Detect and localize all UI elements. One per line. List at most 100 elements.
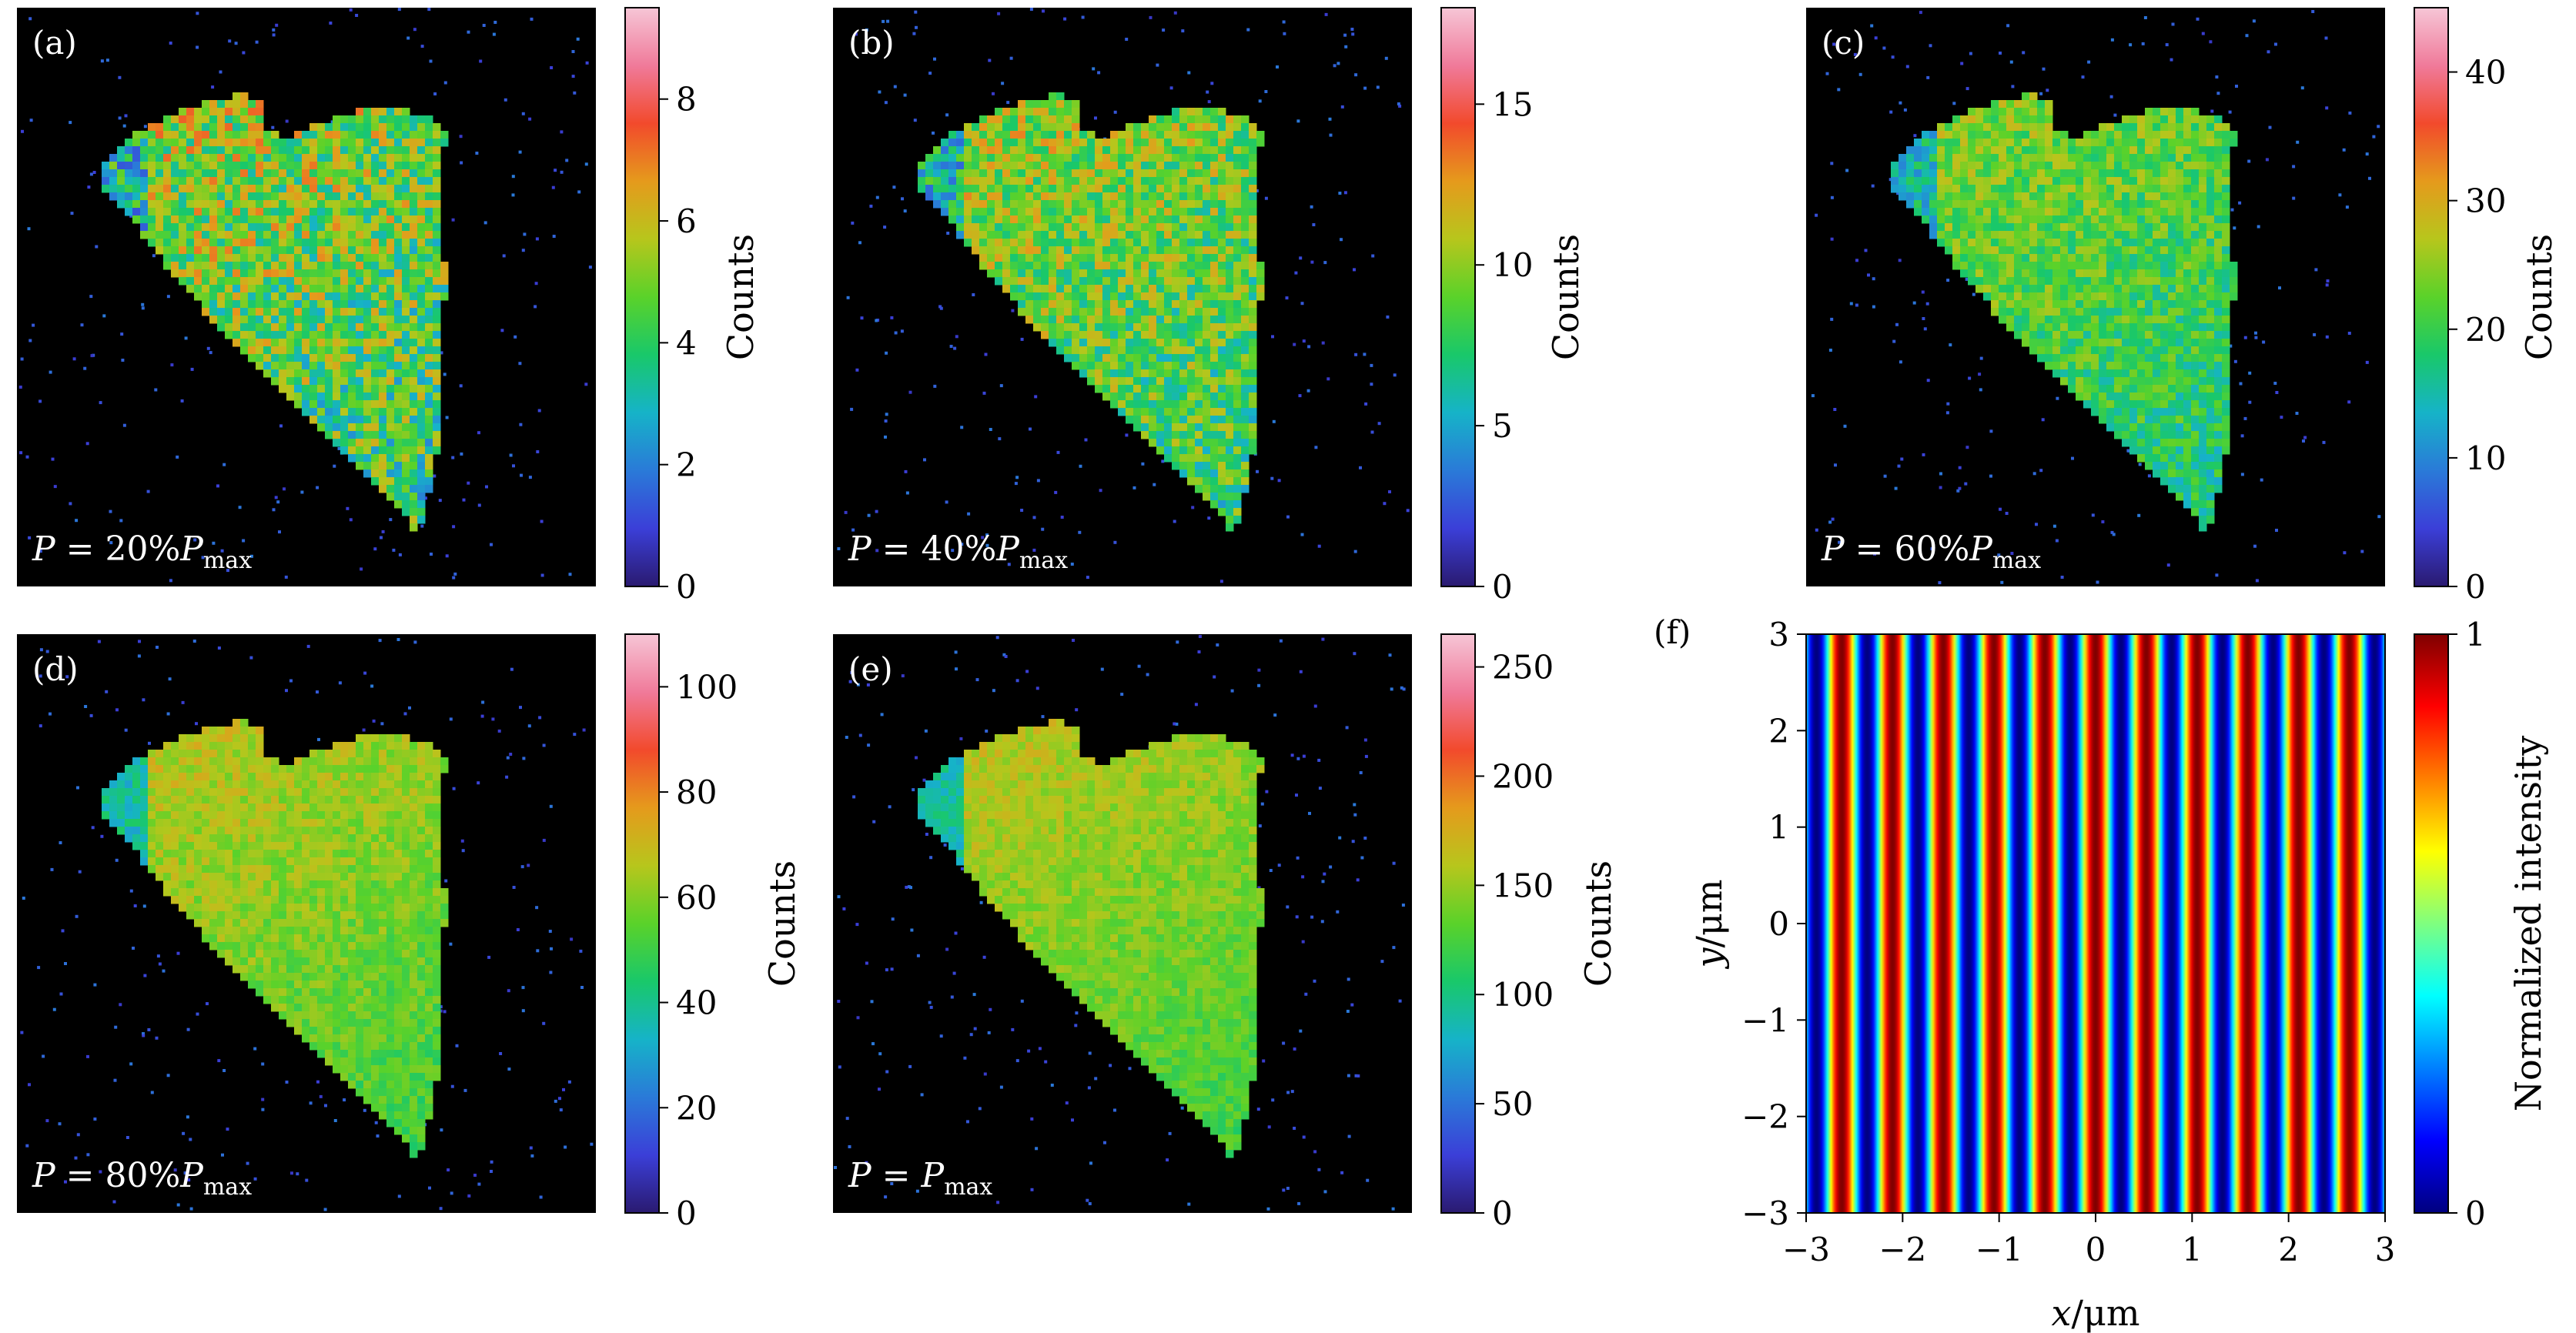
flake-pixel [2099,131,2107,139]
flake-pixel [148,200,156,209]
flake-pixel [325,292,333,301]
flake-pixel [317,169,326,178]
flake-pixel [2137,146,2146,155]
flake-pixel [956,131,965,139]
flake-pixel [2091,254,2099,262]
noise-speckle [2255,579,2259,583]
flake-pixel [379,454,387,463]
flake-pixel [964,154,972,162]
flake-pixel [325,400,333,409]
flake-pixel [2045,115,2053,124]
flake-pixel [294,300,303,309]
flake-pixel [279,215,287,224]
flake-pixel [1133,285,1142,293]
flake-pixel [941,139,949,147]
flake-pixel [948,185,957,193]
flake-pixel [2114,316,2123,324]
flake-pixel [2022,185,2030,193]
flake-pixel [1033,115,1042,124]
noise-speckle [1271,335,1274,339]
flake-pixel [964,185,972,193]
flake-pixel [1233,215,1242,224]
flake-pixel [2199,192,2207,201]
flake-pixel [340,339,349,347]
flake-pixel [1187,231,1196,239]
flake-pixel [1179,285,1188,293]
flake-pixel [317,393,326,401]
flake-pixel [2168,154,2176,162]
flake-pixel [987,200,995,209]
flake-pixel [1983,131,1992,139]
flake-pixel [194,231,202,239]
flake-pixel [163,192,172,201]
flake-pixel [233,192,241,201]
flake-pixel [1960,169,1969,178]
flake-pixel [1025,162,1034,170]
flake-pixel [2206,277,2215,286]
flake-pixel [371,362,380,370]
flake-pixel [1983,200,1992,209]
flake-pixel [1999,154,2007,162]
flake-pixel [2153,292,2161,301]
flake-pixel [2037,123,2046,132]
flake-pixel [302,246,310,255]
flake-pixel [1233,223,1242,232]
flake-pixel [2114,269,2123,278]
noise-speckle [493,21,497,24]
flake-pixel [1233,423,1242,432]
flake-pixel [348,208,356,216]
flake-pixel [2045,285,2053,293]
flake-pixel [1241,454,1250,463]
noise-speckle [511,175,515,179]
flake-pixel [279,139,287,147]
flake-pixel [1226,516,1234,524]
flake-pixel [1079,254,1088,262]
flake-pixel [1095,346,1103,355]
flake-pixel [1210,215,1219,224]
flake-pixel [1164,416,1173,424]
flake-pixel [317,185,326,193]
noise-speckle [988,58,992,62]
flake-pixel [2122,331,2130,339]
panel-b-power: P = 40%Pmax [848,530,1068,574]
noise-speckle [997,12,1001,15]
flake-pixel [2052,254,2061,262]
flake-pixel [1195,477,1203,486]
flake-pixel [148,215,156,224]
noise-speckle [209,351,212,355]
flake-pixel [379,208,387,216]
flake-pixel [1172,146,1180,155]
flake-pixel [2206,339,2215,347]
flake-pixel [256,162,264,170]
flake-pixel [1102,285,1111,293]
flake-pixel [1149,162,1157,170]
flake-pixel [2014,162,2022,170]
flake-pixel [1218,362,1226,370]
flake-pixel [1049,185,1057,193]
flake-pixel [964,192,972,201]
flake-pixel [1079,139,1088,147]
flake-pixel [2176,339,2184,347]
noise-speckle [53,485,57,489]
flake-pixel [217,292,226,301]
flake-pixel [2068,354,2076,362]
flake-pixel [286,369,295,378]
flake-pixel [302,292,310,301]
flake-pixel [1010,169,1019,178]
flake-pixel [1187,169,1196,178]
flake-pixel [1002,131,1011,139]
flake-pixel [333,346,341,355]
flake-pixel [263,354,272,362]
flake-pixel [1156,377,1165,386]
flake-pixel [194,131,202,139]
flake-pixel [1087,223,1096,232]
flake-pixel [410,508,418,516]
flake-pixel [394,169,403,178]
flake-pixel [2222,277,2230,286]
flake-pixel [1210,431,1219,439]
colorbar-tick-label: 0 [676,568,697,606]
flake-pixel [2091,369,2099,378]
noise-speckle [279,424,283,428]
flake-pixel [1929,154,1938,162]
flake-pixel [2129,200,2138,209]
